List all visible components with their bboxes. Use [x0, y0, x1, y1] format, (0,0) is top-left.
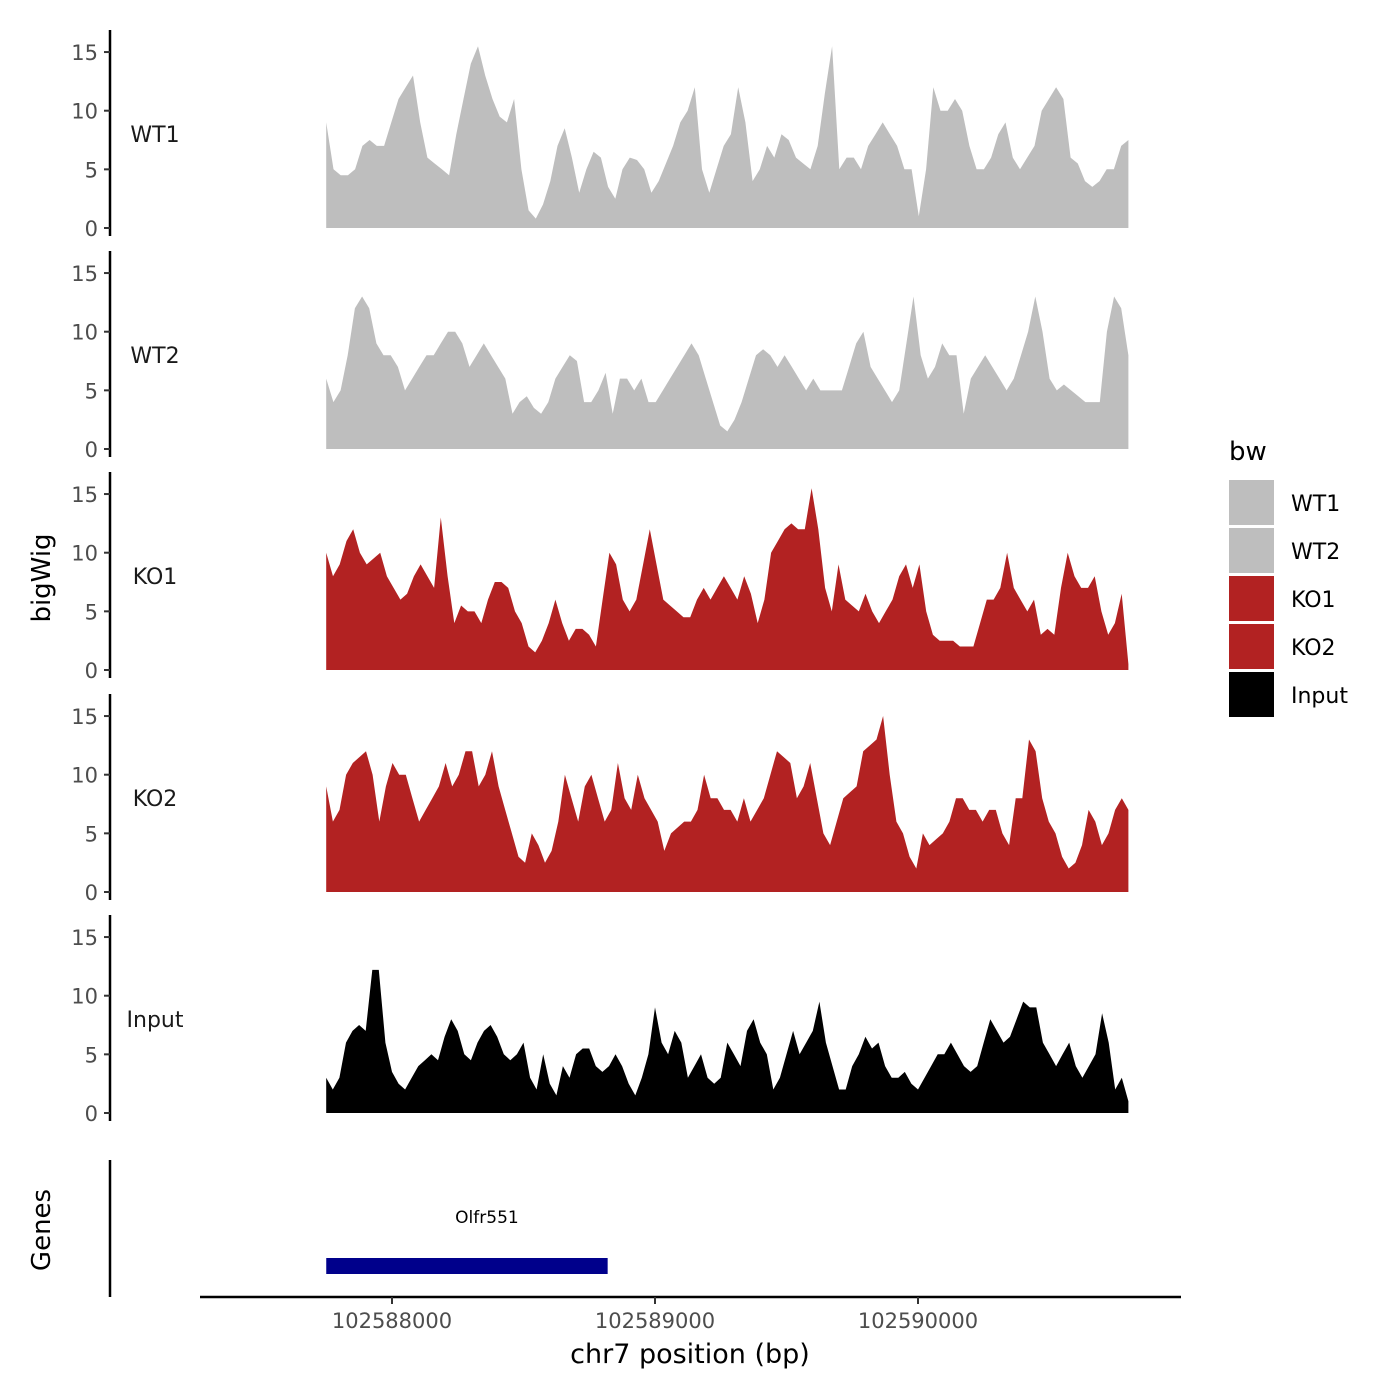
- track-label-wt1: WT1: [130, 123, 179, 148]
- y-tick-label: 0: [85, 1102, 98, 1126]
- legend-key-wt1: [1229, 480, 1274, 525]
- y-tick-label: 5: [85, 1043, 98, 1067]
- legend: bw WT1 WT2 KO1 KO2 Input: [1229, 437, 1348, 717]
- area-ko1: [326, 488, 1129, 670]
- y-tick-label: 15: [71, 926, 98, 950]
- y-tick-label: 10: [71, 321, 98, 345]
- y-tick-label: 10: [71, 100, 98, 124]
- y-tick-label: 0: [85, 438, 98, 462]
- y-tick-label: 5: [85, 600, 98, 624]
- y-tick-label: 15: [71, 705, 98, 729]
- y-tick-label: 15: [71, 483, 98, 507]
- gene-bar: [326, 1258, 608, 1274]
- y-tick-label: 15: [71, 262, 98, 286]
- legend-key-wt2: [1229, 528, 1274, 573]
- legend-label-wt2: WT2: [1291, 540, 1340, 565]
- legend-label-wt1: WT1: [1291, 492, 1340, 517]
- y-tick-label: 5: [85, 158, 98, 182]
- track-wt2: 0 5 10 15 WT2: [71, 251, 1129, 462]
- track-label-input: Input: [127, 1008, 184, 1033]
- y-tick-label: 10: [71, 985, 98, 1009]
- genes-panel-label: Genes: [27, 1189, 57, 1271]
- y-tick-label: 10: [71, 764, 98, 788]
- x-tick-label: 102588000: [332, 1309, 452, 1333]
- legend-label-ko2: KO2: [1291, 636, 1336, 661]
- genes-panel: Genes Olfr551: [27, 1160, 608, 1297]
- y-tick-label: 5: [85, 379, 98, 403]
- track-ko2: 0 5 10 15 KO2: [71, 694, 1129, 905]
- legend-label-ko1: KO1: [1291, 588, 1336, 613]
- y-tick-label: 5: [85, 822, 98, 846]
- track-label-ko1: KO1: [133, 565, 178, 590]
- area-wt1: [326, 46, 1129, 229]
- x-axis: 102588000 102589000 102590000: [200, 1295, 1181, 1333]
- x-tick-label: 102589000: [595, 1309, 715, 1333]
- track-input: 0 5 10 15 Input: [71, 915, 1129, 1126]
- y-tick-label: 0: [85, 881, 98, 905]
- y-tick-label: 10: [71, 542, 98, 566]
- x-tick-label: 102590000: [858, 1309, 978, 1333]
- track-label-wt2: WT2: [130, 344, 179, 369]
- gene-label: Olfr551: [455, 1208, 519, 1228]
- area-wt2: [326, 296, 1129, 449]
- area-ko2: [326, 716, 1129, 892]
- y-tick-label: 15: [71, 41, 98, 65]
- legend-label-input: Input: [1291, 684, 1348, 709]
- legend-key-ko1: [1229, 576, 1274, 621]
- legend-title: bw: [1229, 437, 1267, 467]
- bigwig-tracks: 0 5 10 15 WT1 0 5 10 15 WT2 0 5 10 15 KO1 0 5 10 15 KO2 0 5 10…: [71, 30, 1129, 1126]
- y-tick-label: 0: [85, 659, 98, 683]
- y-tick-label: 0: [85, 217, 98, 241]
- legend-key-input: [1229, 672, 1274, 717]
- x-axis-title: chr7 position (bp): [570, 1339, 810, 1370]
- track-ko1: 0 5 10 15 KO1: [71, 472, 1129, 683]
- track-label-ko2: KO2: [133, 787, 178, 812]
- area-input: [326, 969, 1129, 1113]
- track-wt1: 0 5 10 15 WT1: [71, 30, 1129, 241]
- legend-key-ko2: [1229, 624, 1274, 669]
- y-axis-title: bigWig: [27, 533, 57, 622]
